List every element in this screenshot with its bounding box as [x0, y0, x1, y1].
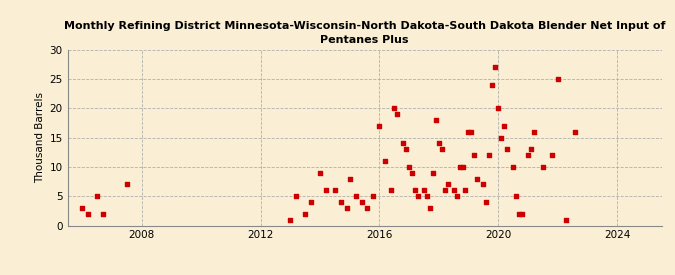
- Point: [92, 194, 103, 198]
- Point: [522, 153, 533, 157]
- Point: [487, 82, 497, 87]
- Point: [514, 211, 524, 216]
- Point: [404, 165, 414, 169]
- Point: [484, 153, 495, 157]
- Point: [315, 170, 325, 175]
- Point: [436, 147, 447, 152]
- Point: [451, 194, 462, 198]
- Point: [321, 188, 331, 192]
- Point: [495, 135, 506, 140]
- Point: [350, 194, 361, 198]
- Point: [374, 123, 385, 128]
- Point: [510, 194, 521, 198]
- Point: [427, 170, 438, 175]
- Point: [454, 165, 465, 169]
- Point: [472, 176, 483, 181]
- Point: [552, 77, 563, 81]
- Point: [478, 182, 489, 187]
- Point: [463, 130, 474, 134]
- Point: [386, 188, 397, 192]
- Point: [398, 141, 408, 145]
- Point: [380, 159, 391, 163]
- Point: [561, 218, 572, 222]
- Point: [329, 188, 340, 192]
- Point: [418, 188, 429, 192]
- Point: [525, 147, 536, 152]
- Point: [516, 211, 527, 216]
- Point: [335, 200, 346, 204]
- Point: [546, 153, 557, 157]
- Point: [368, 194, 379, 198]
- Point: [401, 147, 412, 152]
- Point: [98, 211, 109, 216]
- Point: [460, 188, 471, 192]
- Point: [570, 130, 580, 134]
- Point: [457, 165, 468, 169]
- Point: [83, 211, 94, 216]
- Point: [300, 211, 310, 216]
- Point: [490, 65, 501, 69]
- Point: [448, 188, 459, 192]
- Point: [392, 112, 402, 116]
- Point: [412, 194, 423, 198]
- Point: [442, 182, 453, 187]
- Point: [466, 130, 477, 134]
- Point: [342, 206, 352, 210]
- Point: [306, 200, 317, 204]
- Point: [421, 194, 432, 198]
- Point: [356, 200, 367, 204]
- Y-axis label: Thousand Barrels: Thousand Barrels: [35, 92, 45, 183]
- Point: [77, 206, 88, 210]
- Title: Monthly Refining District Minnesota-Wisconsin-North Dakota-South Dakota Blender : Monthly Refining District Minnesota-Wisc…: [63, 21, 666, 45]
- Point: [508, 165, 518, 169]
- Point: [499, 123, 510, 128]
- Point: [285, 218, 296, 222]
- Point: [433, 141, 444, 145]
- Point: [493, 106, 504, 110]
- Point: [502, 147, 512, 152]
- Point: [431, 118, 441, 122]
- Point: [410, 188, 421, 192]
- Point: [425, 206, 435, 210]
- Point: [344, 176, 355, 181]
- Point: [537, 165, 548, 169]
- Point: [291, 194, 302, 198]
- Point: [481, 200, 491, 204]
- Point: [406, 170, 417, 175]
- Point: [529, 130, 539, 134]
- Point: [122, 182, 132, 187]
- Point: [439, 188, 450, 192]
- Point: [389, 106, 400, 110]
- Point: [469, 153, 480, 157]
- Point: [362, 206, 373, 210]
